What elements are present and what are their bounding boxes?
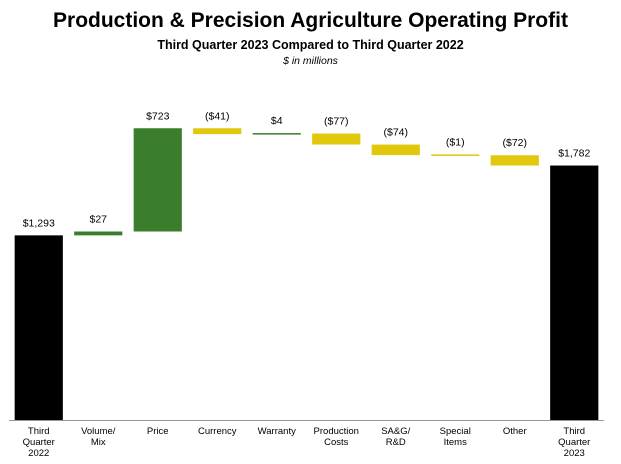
category-label-2-2: Mix [91, 437, 106, 448]
value-label-7: ($74) [383, 127, 408, 139]
category-label-6-2: Costs [324, 437, 349, 448]
value-label-8: ($1) [446, 136, 465, 148]
value-label-9: ($72) [502, 137, 527, 149]
category-label-9-1: Other [503, 426, 527, 437]
category-label-10-3: 2023 [564, 448, 585, 459]
waterfall-bar-9 [490, 155, 539, 166]
category-label-10-2: Quarter [558, 437, 590, 448]
value-label-4: ($41) [205, 110, 230, 122]
value-label-6: ($77) [324, 116, 349, 128]
waterfall-bar-5 [252, 133, 301, 135]
category-label-2-1: Volume/ [81, 426, 116, 437]
waterfall-bar-2 [74, 231, 123, 236]
value-label-10: $1,782 [558, 148, 590, 160]
chart-subtitle: Third Quarter 2023 Compared to Third Qua… [157, 38, 464, 52]
category-label-5-1: Warranty [258, 426, 296, 437]
waterfall-bar-6 [312, 133, 361, 145]
category-label-8-2: Items [444, 437, 467, 448]
category-label-1-1: Third [28, 426, 50, 437]
category-label-6-1: Production [314, 426, 359, 437]
value-label-5: $4 [271, 115, 283, 127]
category-label-7-2: R&D [386, 437, 406, 448]
waterfall-bar-1 [14, 235, 63, 420]
value-label-2: $27 [89, 214, 107, 226]
category-label-10-1: Third [563, 426, 585, 437]
category-label-1-2: Quarter [23, 437, 55, 448]
value-label-1: $1,293 [23, 217, 55, 229]
category-label-1-3: 2022 [28, 448, 49, 459]
waterfall-bar-4 [193, 128, 242, 135]
value-label-3: $723 [146, 110, 170, 122]
waterfall-bar-7 [371, 144, 420, 156]
chart-title: Production & Precision Agriculture Opera… [53, 9, 568, 32]
category-label-7-1: SA&G/ [381, 426, 410, 437]
waterfall-bar-3 [133, 128, 182, 232]
waterfall-bar-8 [431, 154, 480, 156]
category-label-4-1: Currency [198, 426, 237, 437]
category-label-3-1: Price [147, 426, 169, 437]
category-label-8-1: Special [440, 426, 471, 437]
unit-note: $ in millions [283, 55, 338, 67]
waterfall-bar-10 [550, 165, 599, 420]
